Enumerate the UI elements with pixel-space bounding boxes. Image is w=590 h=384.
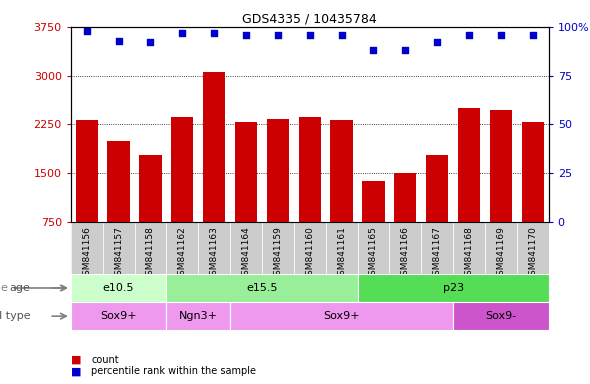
Text: ■: ■ [71,366,81,376]
Point [241,31,251,38]
Bar [171,117,194,222]
Point [337,31,346,38]
Text: GSM841157: GSM841157 [114,226,123,281]
Point [432,40,442,46]
Bar [230,222,262,274]
Text: GSM841169: GSM841169 [496,226,506,281]
Text: GSM841161: GSM841161 [337,226,346,281]
Text: Ngn3+: Ngn3+ [179,311,218,321]
Bar [299,117,321,222]
Point [305,31,314,38]
Text: GSM841159: GSM841159 [273,226,283,281]
Bar [166,302,230,330]
Text: GSM841162: GSM841162 [178,226,187,281]
Point [401,47,410,53]
Text: GSM841165: GSM841165 [369,226,378,281]
Bar [453,302,549,330]
Bar [76,120,98,222]
Point [82,28,91,34]
Text: cell type: cell type [0,311,30,321]
Bar [330,120,353,222]
Point [464,31,474,38]
Bar [517,222,549,274]
Point [496,31,506,38]
Bar [198,222,230,274]
Text: GSM841167: GSM841167 [432,226,442,281]
Title: GDS4335 / 10435784: GDS4335 / 10435784 [242,13,377,26]
Bar [458,108,480,222]
Bar [358,274,549,302]
Bar [71,302,166,330]
Bar [453,222,485,274]
Bar [426,155,448,222]
Bar [294,222,326,274]
Text: count: count [91,355,119,365]
Bar [362,181,385,222]
Point [528,31,537,38]
Bar [262,222,294,274]
Point [178,30,187,36]
Text: GSM841156: GSM841156 [82,226,91,281]
Text: ■: ■ [71,355,81,365]
Bar [71,222,103,274]
Bar [485,222,517,274]
Bar [166,274,358,302]
Point [146,40,155,46]
Bar [490,110,512,222]
Bar [267,119,289,222]
Bar [107,141,130,222]
Bar [358,222,389,274]
Text: p23: p23 [442,283,464,293]
Text: GSM841170: GSM841170 [528,226,537,281]
Text: age: age [9,283,30,293]
Bar [203,73,225,222]
Bar [421,222,453,274]
Text: GSM841163: GSM841163 [209,226,219,281]
Bar [326,222,358,274]
Text: Sox9+: Sox9+ [100,311,137,321]
Text: Sox9-: Sox9- [486,311,516,321]
Text: Sox9+: Sox9+ [323,311,360,321]
Point [209,30,219,36]
Bar [389,222,421,274]
Bar [230,302,453,330]
Bar [139,155,162,222]
Bar [135,222,166,274]
Bar [522,122,544,222]
Text: e10.5: e10.5 [103,283,135,293]
Bar [71,274,166,302]
Point [273,31,283,38]
Text: GSM841164: GSM841164 [241,226,251,281]
Text: GSM841168: GSM841168 [464,226,474,281]
Text: GSM841160: GSM841160 [305,226,314,281]
Text: GSM841166: GSM841166 [401,226,410,281]
Bar [103,222,135,274]
Text: age: age [0,283,66,293]
Bar [235,122,257,222]
Text: e15.5: e15.5 [246,283,278,293]
Point [114,38,123,44]
Bar [394,173,417,222]
Text: percentile rank within the sample: percentile rank within the sample [91,366,257,376]
Bar [166,222,198,274]
Point [369,47,378,53]
Text: GSM841158: GSM841158 [146,226,155,281]
